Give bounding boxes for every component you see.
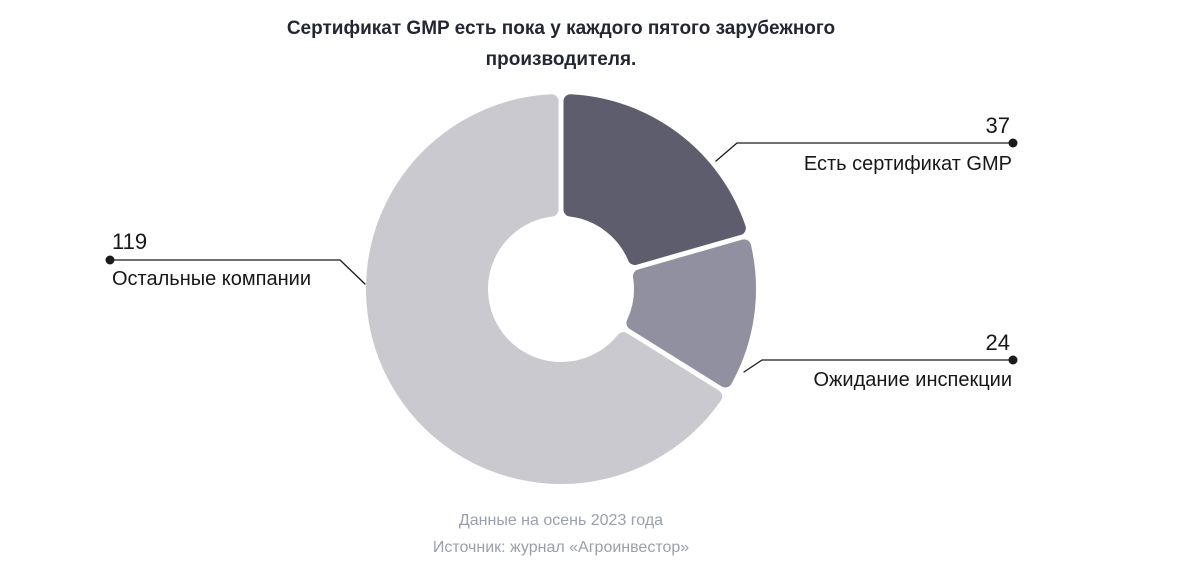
donut-segment-gmp (563, 94, 746, 265)
chart-title-line1: Сертификат GMP есть пока у каждого пятог… (286, 18, 836, 39)
callout-value-inspection: 24 (985, 330, 1010, 355)
donut-segment-inspection (626, 239, 756, 388)
leader-dot-others (105, 255, 115, 265)
footnote-source: Источник: журнал «Агроинвестор» (432, 539, 690, 556)
leader-line-gmp (715, 142, 1014, 162)
chart-title-line2: производителя. (485, 49, 637, 70)
callout-label-inspection: Ожидание инспекции (813, 369, 1012, 391)
leader-dot-inspection (1008, 355, 1018, 365)
leader-line-inspection (743, 359, 1014, 373)
chart-title: Сертификат GMP есть пока у каждого пятог… (287, 13, 835, 75)
callout-label-others: Остальные компании (112, 268, 311, 290)
leader-dot-gmp (1008, 138, 1018, 148)
chart-footnote: Данные на осень 2023 года Источник: журн… (433, 507, 689, 561)
donut-segment-others (366, 94, 723, 484)
callout-value-others: 119 (112, 229, 148, 254)
callout-label-gmp: Есть сертификат GMP (803, 153, 1012, 175)
footnote-date: Данные на осень 2023 года (458, 512, 664, 529)
callout-value-gmp: 37 (985, 113, 1010, 138)
leader-line-others (109, 259, 366, 285)
